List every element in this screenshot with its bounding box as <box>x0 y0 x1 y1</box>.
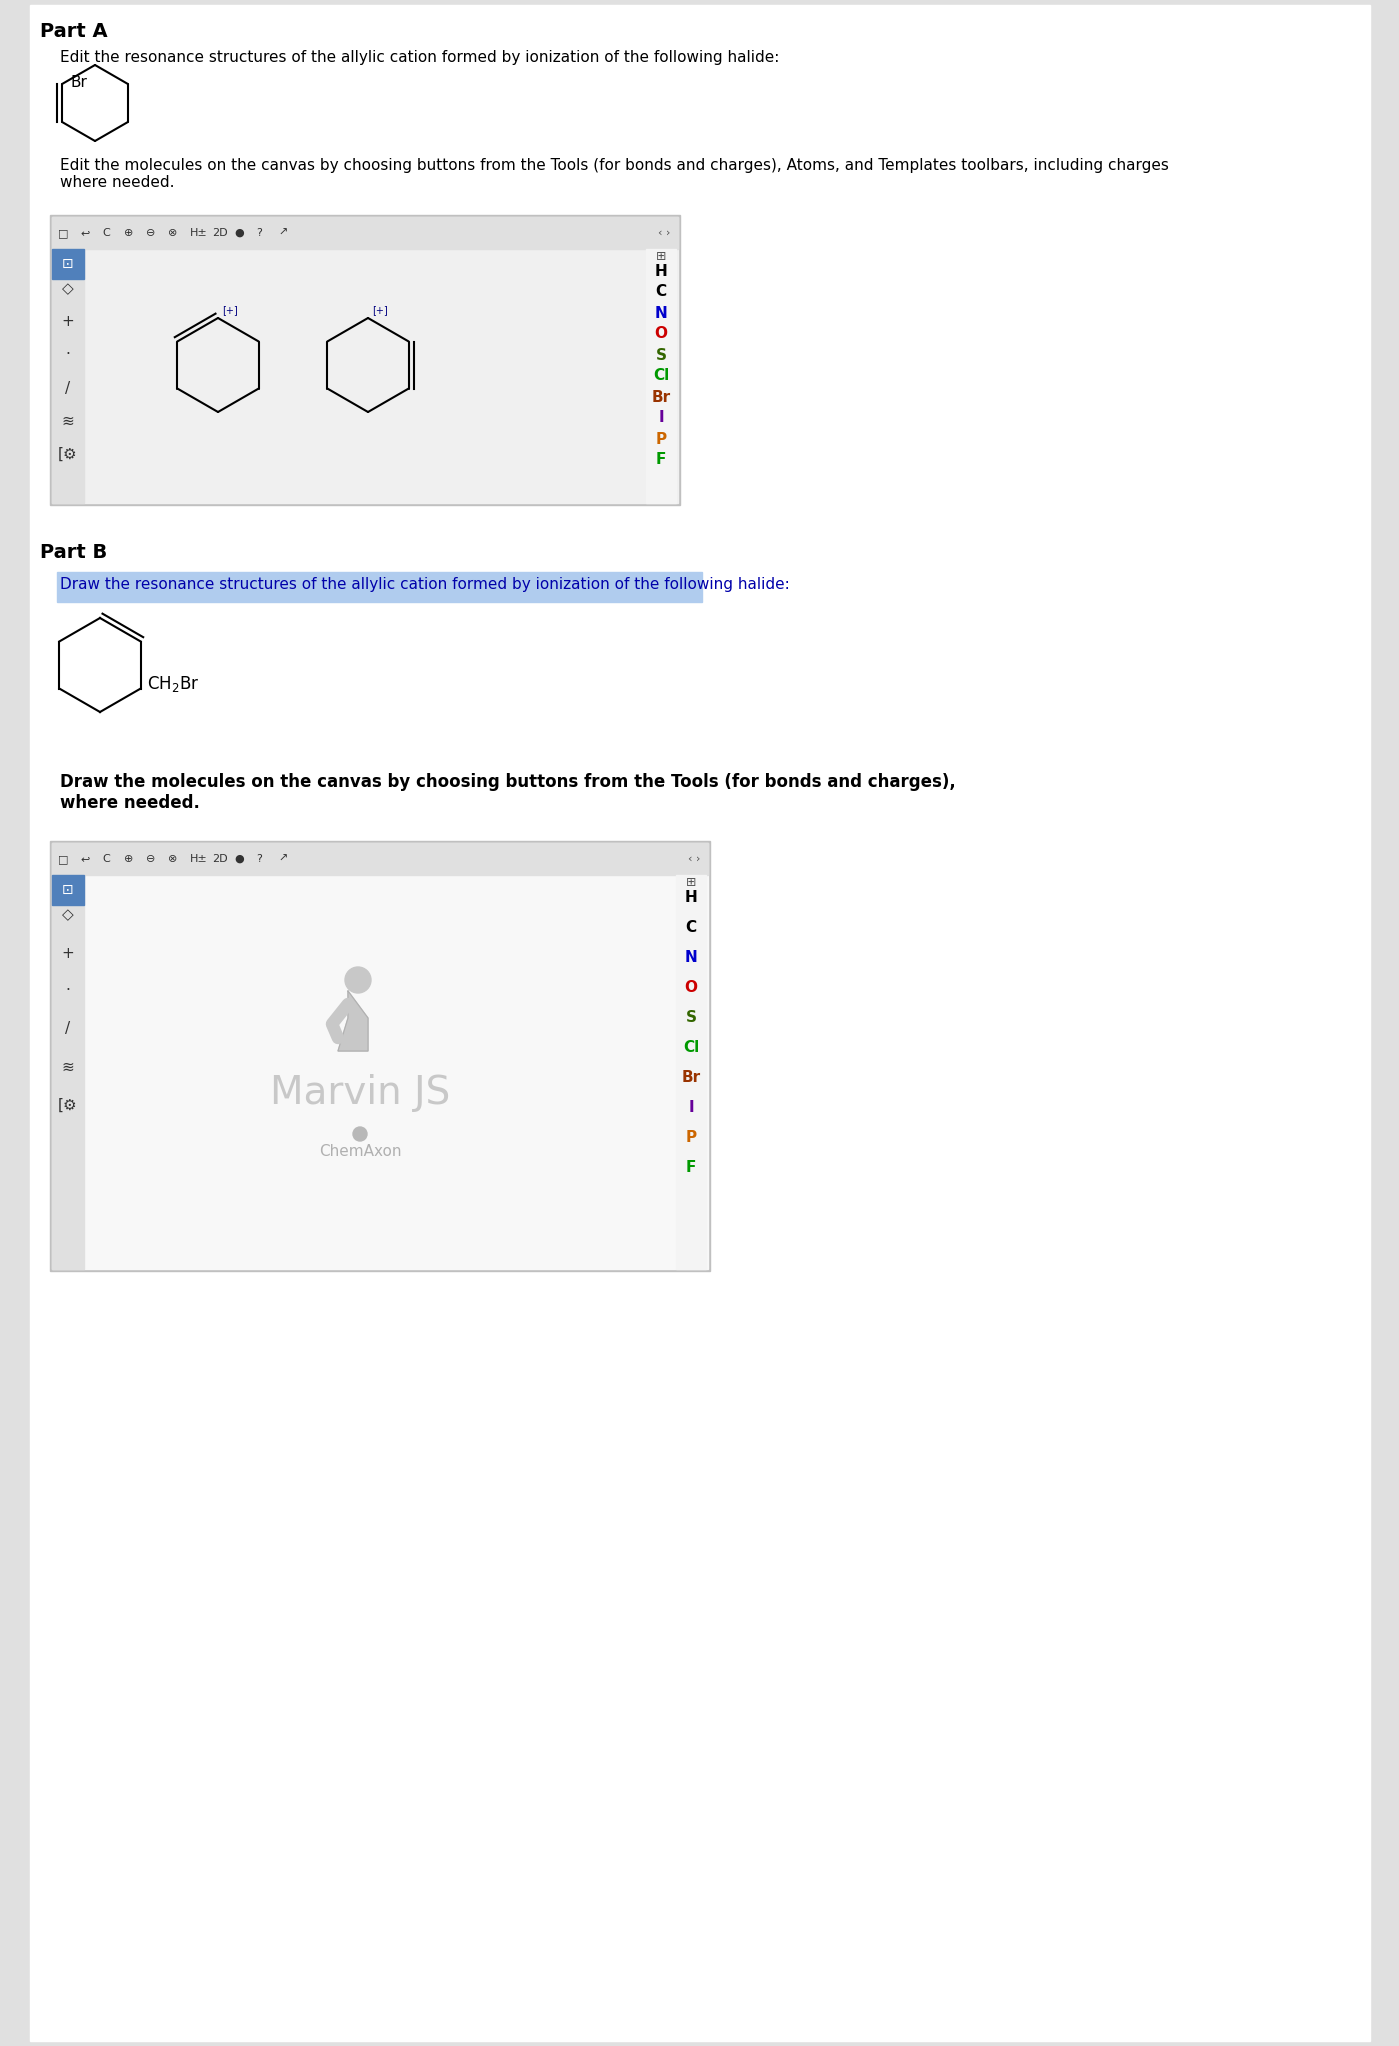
Text: ◇: ◇ <box>62 908 74 923</box>
Text: Draw the resonance structures of the allylic cation formed by ionization of the : Draw the resonance structures of the all… <box>60 577 790 591</box>
Text: Marvin JS: Marvin JS <box>270 1074 450 1111</box>
Text: I: I <box>658 411 663 426</box>
Text: 2D: 2D <box>213 853 228 863</box>
Text: P: P <box>656 432 666 446</box>
Text: [⚙: [⚙ <box>59 1097 78 1113</box>
Bar <box>676 876 706 1269</box>
Text: ⊕: ⊕ <box>125 227 133 237</box>
Text: O: O <box>684 980 698 994</box>
Text: 2D: 2D <box>213 227 228 237</box>
Text: C: C <box>102 853 109 863</box>
Bar <box>50 841 711 1271</box>
Bar <box>52 876 84 1269</box>
Text: ·: · <box>66 348 70 362</box>
Bar <box>52 217 679 250</box>
Bar <box>646 250 676 503</box>
Bar <box>52 876 84 904</box>
Text: ‹ ›: ‹ › <box>658 227 670 237</box>
Text: H±: H± <box>190 853 207 863</box>
Text: +: + <box>62 315 74 329</box>
Text: Edit the molecules on the canvas by choosing buttons from the Tools (for bonds a: Edit the molecules on the canvas by choo… <box>60 158 1170 190</box>
Text: ·: · <box>66 984 70 998</box>
Text: O: O <box>655 327 667 342</box>
Text: ⊖: ⊖ <box>145 853 155 863</box>
Text: ↩: ↩ <box>80 853 90 863</box>
Text: □: □ <box>57 227 69 237</box>
Text: N: N <box>684 949 697 964</box>
Text: ↗: ↗ <box>278 853 287 863</box>
Text: [+]: [+] <box>372 305 388 315</box>
Text: Br: Br <box>70 76 87 90</box>
Bar <box>52 217 679 503</box>
Bar <box>50 215 680 505</box>
Text: ≋: ≋ <box>62 1060 74 1074</box>
Text: C: C <box>656 284 666 299</box>
Text: S: S <box>686 1009 697 1025</box>
Text: ⊕: ⊕ <box>125 853 133 863</box>
Text: ◇: ◇ <box>62 282 74 297</box>
Text: ↩: ↩ <box>80 227 90 237</box>
Circle shape <box>353 1127 367 1142</box>
Text: /: / <box>66 1021 70 1037</box>
Text: Edit the resonance structures of the allylic cation formed by ionization of the : Edit the resonance structures of the all… <box>60 49 779 65</box>
Text: ⊞: ⊞ <box>656 250 666 264</box>
Bar <box>57 573 702 602</box>
Text: ⊡: ⊡ <box>62 884 74 896</box>
Text: C: C <box>102 227 109 237</box>
Text: I: I <box>688 1099 694 1115</box>
Text: +: + <box>62 945 74 960</box>
Text: [+]: [+] <box>222 305 238 315</box>
Text: Cl: Cl <box>683 1039 700 1054</box>
Text: ?: ? <box>256 227 262 237</box>
Text: N: N <box>655 305 667 321</box>
Text: Part B: Part B <box>41 542 108 563</box>
Text: Br: Br <box>681 1070 701 1084</box>
Text: ‹ ›: ‹ › <box>688 853 701 863</box>
Text: F: F <box>656 452 666 466</box>
Circle shape <box>346 968 371 992</box>
Text: ≋: ≋ <box>62 413 74 428</box>
Text: ⊖: ⊖ <box>145 227 155 237</box>
Bar <box>52 250 84 503</box>
Text: H±: H± <box>190 227 207 237</box>
Text: ⊗: ⊗ <box>168 853 178 863</box>
Text: F: F <box>686 1160 697 1174</box>
Text: ⊗: ⊗ <box>168 227 178 237</box>
Bar <box>52 843 708 876</box>
Text: H: H <box>655 264 667 278</box>
Text: Part A: Part A <box>41 23 108 41</box>
Text: S: S <box>656 348 666 362</box>
Text: □: □ <box>57 853 69 863</box>
Text: [⚙: [⚙ <box>59 446 78 462</box>
Text: C: C <box>686 919 697 935</box>
Text: ●: ● <box>234 227 243 237</box>
Polygon shape <box>339 990 368 1052</box>
Text: Cl: Cl <box>653 368 669 383</box>
Text: ChemAxon: ChemAxon <box>319 1144 402 1158</box>
Text: ?: ? <box>256 853 262 863</box>
Text: /: / <box>66 381 70 395</box>
Text: ↗: ↗ <box>278 227 287 237</box>
Text: Draw the molecules on the canvas by choosing buttons from the Tools (for bonds a: Draw the molecules on the canvas by choo… <box>60 773 956 812</box>
Text: ●: ● <box>234 853 243 863</box>
Text: H: H <box>684 890 697 904</box>
Bar <box>52 250 84 278</box>
Text: CH$_2$Br: CH$_2$Br <box>147 675 199 694</box>
Text: Br: Br <box>652 389 670 405</box>
Text: ⊡: ⊡ <box>62 258 74 270</box>
Text: P: P <box>686 1129 697 1144</box>
Bar <box>52 843 708 1269</box>
Text: ⊞: ⊞ <box>686 876 697 890</box>
